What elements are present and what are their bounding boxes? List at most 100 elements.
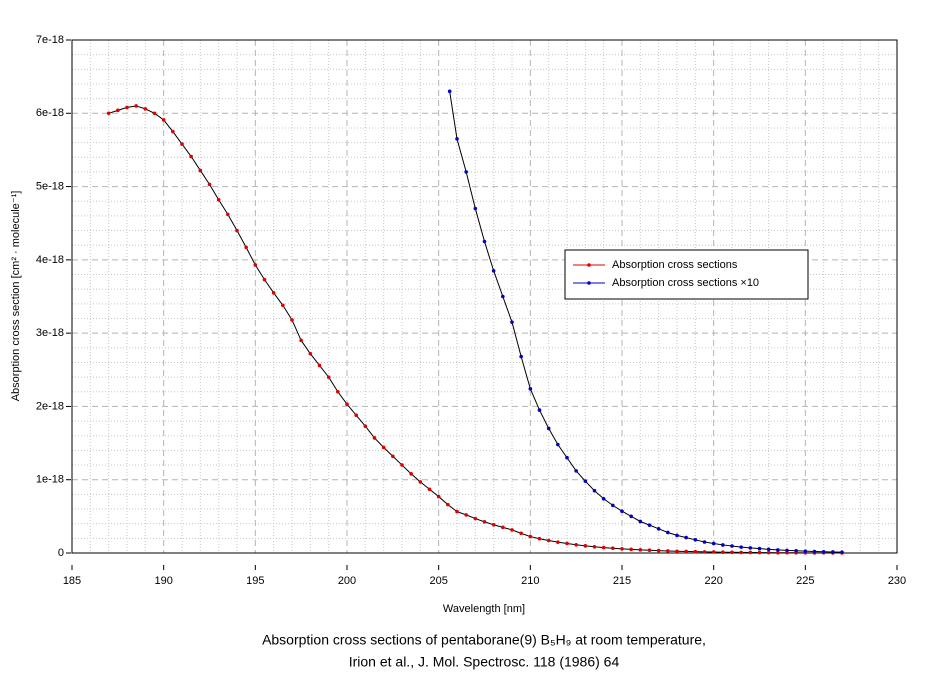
data-point <box>730 550 734 555</box>
data-point <box>693 549 698 554</box>
data-point <box>336 389 340 394</box>
data-point <box>785 548 789 553</box>
data-point <box>125 105 129 110</box>
x-tick-label: 200 <box>338 575 356 587</box>
data-point <box>821 549 826 554</box>
data-point <box>666 549 670 553</box>
data-point <box>611 546 615 551</box>
caption: Absorption cross sections of pentaborane… <box>262 632 706 648</box>
y-axis-label: Absorption cross section [cm² · molecule… <box>10 191 22 402</box>
data-point <box>363 424 368 429</box>
x-tick-label: 190 <box>154 575 172 587</box>
data-point <box>473 206 478 211</box>
data-point <box>546 426 551 431</box>
data-point <box>537 408 542 412</box>
data-point <box>684 549 688 554</box>
data-point <box>675 549 679 554</box>
data-point <box>831 550 835 554</box>
legend-marker <box>587 263 591 267</box>
data-point <box>638 519 643 524</box>
data-point <box>482 239 487 244</box>
data-point <box>675 533 679 538</box>
x-tick-label: 220 <box>704 575 722 587</box>
data-point <box>290 318 294 322</box>
data-point <box>766 550 771 555</box>
data-point <box>739 550 743 555</box>
data-point <box>757 550 762 555</box>
legend-label: Absorption cross sections <box>612 259 738 271</box>
data-point <box>546 538 551 543</box>
data-point <box>611 503 615 508</box>
y-tick-label: 2e-18 <box>36 400 64 412</box>
y-tick-label: 1e-18 <box>36 474 64 486</box>
x-axis-label: Wavelength [nm] <box>443 603 525 615</box>
data-point <box>803 549 808 553</box>
data-point <box>748 550 753 555</box>
data-point <box>528 387 533 391</box>
data-point <box>794 549 798 553</box>
data-point <box>510 320 514 324</box>
data-point <box>262 277 267 282</box>
data-point <box>345 402 349 407</box>
data-point <box>501 525 505 530</box>
data-point <box>491 269 496 273</box>
data-point <box>271 291 276 295</box>
data-point <box>436 494 441 499</box>
data-point <box>574 469 578 473</box>
y-tick-label: 5e-18 <box>36 180 64 192</box>
data-point <box>326 375 331 379</box>
data-point <box>299 338 303 343</box>
x-tick-label: 225 <box>796 575 814 587</box>
x-tick-label: 205 <box>429 575 447 587</box>
data-point <box>134 104 138 108</box>
data-point <box>574 542 578 547</box>
data-point <box>620 509 624 514</box>
data-point <box>161 118 166 122</box>
data-point <box>748 546 753 550</box>
x-tick-label: 185 <box>63 575 81 587</box>
data-point <box>565 455 569 460</box>
data-point <box>409 472 413 476</box>
data-point <box>776 548 780 552</box>
data-point <box>583 544 588 548</box>
data-point <box>116 108 120 113</box>
y-tick-label: 3e-18 <box>36 327 64 339</box>
data-point <box>647 548 652 553</box>
data-point <box>519 354 523 359</box>
data-point <box>812 549 817 554</box>
data-point <box>656 548 661 553</box>
data-point <box>510 528 514 532</box>
data-point <box>501 294 505 299</box>
data-point <box>473 516 478 521</box>
data-point <box>592 544 597 549</box>
data-point <box>656 527 661 531</box>
data-point <box>592 488 597 493</box>
data-point <box>308 351 313 356</box>
data-point <box>629 547 633 552</box>
x-tick-label: 195 <box>246 575 264 587</box>
data-point <box>693 538 698 542</box>
x-tick-label: 210 <box>521 575 539 587</box>
data-point <box>372 436 377 440</box>
data-point <box>253 263 258 267</box>
y-tick-label: 7e-18 <box>36 34 64 46</box>
data-point <box>730 544 734 548</box>
data-point <box>620 547 624 551</box>
y-tick-label: 6e-18 <box>36 107 64 119</box>
data-point <box>446 502 450 507</box>
data-point <box>528 534 533 539</box>
data-point <box>711 550 716 554</box>
data-point <box>317 363 322 368</box>
data-point <box>427 487 432 492</box>
data-point <box>766 547 771 552</box>
x-tick-label: 230 <box>888 575 906 587</box>
data-point <box>464 513 468 517</box>
data-point <box>455 509 459 514</box>
data-point <box>207 182 212 187</box>
data-point <box>455 137 459 141</box>
data-point <box>702 540 707 544</box>
data-point <box>180 142 184 146</box>
data-point <box>840 550 844 554</box>
data-point <box>757 546 762 551</box>
data-point <box>739 545 743 549</box>
